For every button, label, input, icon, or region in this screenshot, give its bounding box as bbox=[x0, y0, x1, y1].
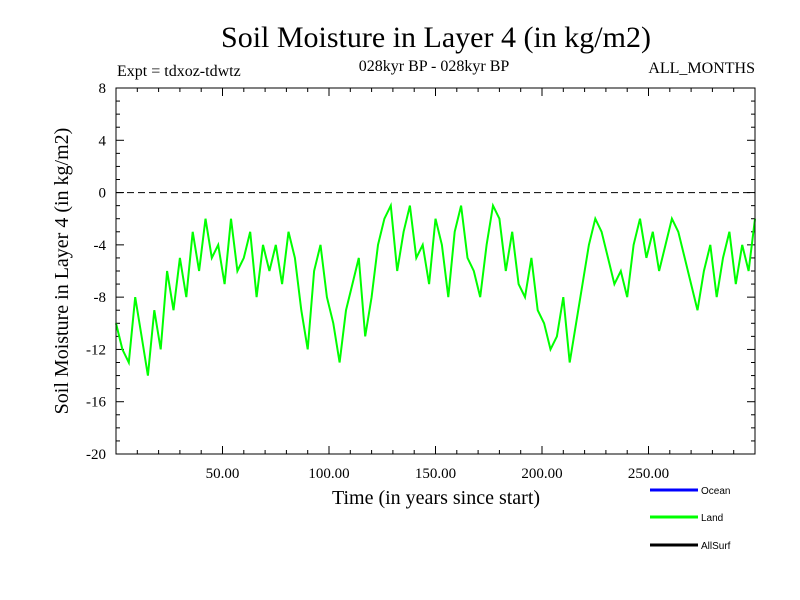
period-label: ALL_MONTHS bbox=[648, 60, 755, 77]
y-tick-labels: -20 -16 -12 -8 -4 0 4 8 bbox=[86, 81, 107, 463]
legend-land-label: Land bbox=[701, 513, 723, 524]
y-tick-label: 8 bbox=[99, 81, 107, 97]
x-axis-label: Time (in years since start) bbox=[332, 487, 540, 509]
y-tick-label: -16 bbox=[86, 395, 106, 411]
y-axis-label: Soil Moisture in Layer 4 (in kg/m2) bbox=[51, 128, 73, 415]
land-series-line bbox=[115, 201, 756, 376]
x-tick-labels: 50.00 100.00 150.00 200.00 250.00 bbox=[206, 466, 670, 482]
y-tick-label: 4 bbox=[99, 133, 107, 149]
chart-title: Soil Moisture in Layer 4 (in kg/m2) bbox=[221, 21, 651, 54]
y-tick-label: 0 bbox=[99, 186, 107, 202]
legend-allsurf-label: AllSurf bbox=[701, 541, 731, 552]
y-tick-label: -20 bbox=[86, 447, 106, 463]
chart-subtitle: 028kyr BP - 028kyr BP bbox=[359, 58, 510, 75]
x-tick-label: 200.00 bbox=[521, 466, 562, 482]
y-tick-label: -4 bbox=[94, 238, 107, 254]
x-tick-label: 50.00 bbox=[206, 466, 240, 482]
experiment-label: Expt = tdxoz-tdwtz bbox=[117, 63, 241, 80]
y-tick-label: -12 bbox=[86, 342, 106, 358]
y-tick-label: -8 bbox=[94, 290, 107, 306]
x-tick-label: 150.00 bbox=[415, 466, 456, 482]
x-tick-label: 250.00 bbox=[628, 466, 669, 482]
plot-frame bbox=[115, 87, 756, 455]
legend: Ocean Land AllSurf bbox=[650, 486, 731, 552]
legend-ocean-label: Ocean bbox=[701, 486, 730, 497]
x-tick-label: 100.00 bbox=[308, 466, 349, 482]
